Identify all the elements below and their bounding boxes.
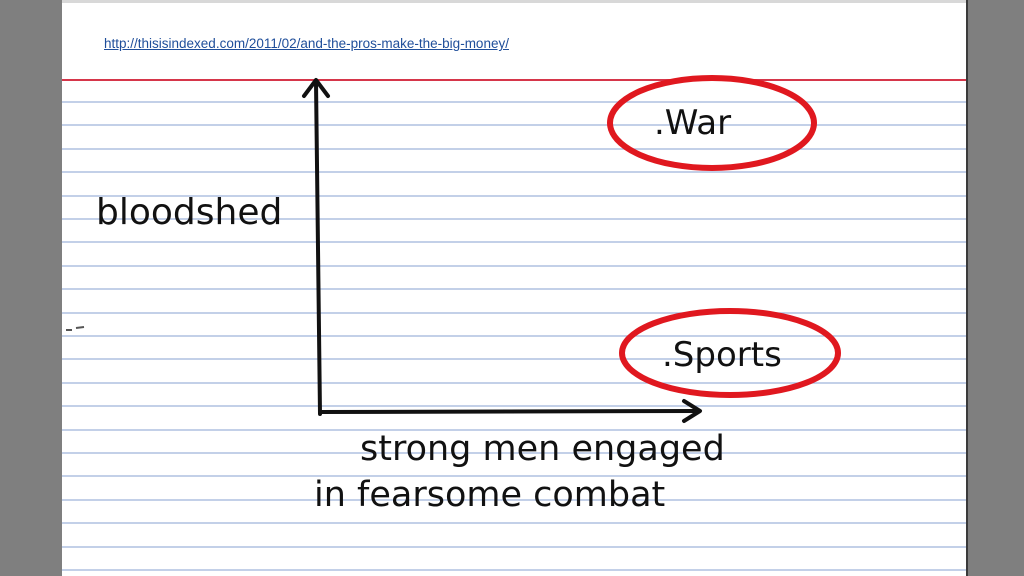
card-top-border [62, 0, 968, 3]
ruled-lines [62, 101, 968, 571]
war-circle [607, 75, 817, 171]
y-axis [314, 80, 322, 416]
sports-circle [619, 308, 841, 398]
card-right-edge [966, 0, 968, 576]
point-label-war: .War [654, 103, 731, 143]
point-label-sports: .Sports [662, 335, 782, 375]
y-axis-arrowhead [302, 78, 330, 98]
x-axis [318, 409, 700, 414]
x-axis-arrowhead [682, 399, 702, 423]
x-axis-label-line-2: in fearsome combat [314, 475, 665, 515]
y-axis-label: bloodshed [96, 192, 282, 233]
index-card [62, 0, 968, 576]
source-link[interactable]: http://thisisindexed.com/2011/02/and-the… [104, 36, 509, 51]
chart-canvas: bloodshed strong men engaged in fearsome… [62, 75, 968, 571]
stray-mark [75, 326, 85, 329]
x-axis-label-line-1: strong men engaged [360, 429, 725, 469]
data-points: .War .Sports [607, 75, 841, 398]
axes [302, 78, 702, 423]
